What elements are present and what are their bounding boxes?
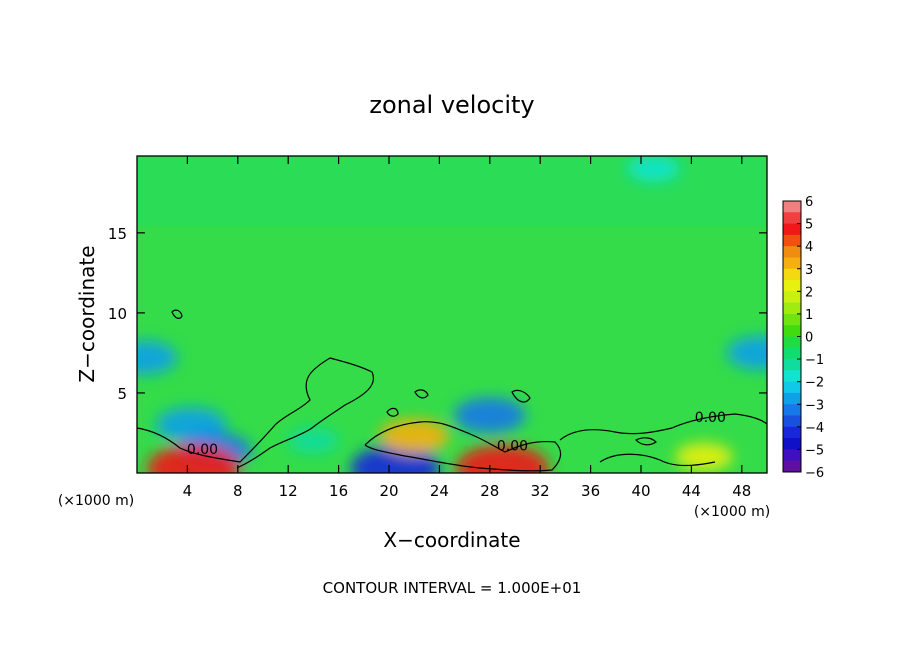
zero-contour-island-4: [386, 407, 399, 417]
colorbar-label-8: −2: [805, 376, 824, 391]
field-minimum-0: [137, 340, 178, 375]
x-tick-label-4: 4: [183, 482, 193, 500]
x-tick-label-32: 32: [531, 482, 550, 500]
x-tick-label-8: 8: [233, 482, 243, 500]
contour-interval-note: CONTOUR INTERVAL = 1.000E+01: [323, 579, 582, 597]
x-tick-label-48: 48: [732, 482, 751, 500]
colorbar-swatch-18: [783, 404, 801, 416]
x-tick-label-36: 36: [581, 482, 600, 500]
colorbar-swatch-10: [783, 313, 801, 326]
colorbar-swatch-8: [783, 291, 801, 304]
contour-label-0: 0.00: [187, 442, 218, 458]
colorbar-swatch-7: [783, 280, 801, 292]
y-tick-label-10: 10: [108, 305, 127, 323]
x-tick-label-28: 28: [480, 482, 499, 500]
colorbar-label-11: −5: [805, 443, 824, 458]
zero-contour-island-5: [634, 437, 657, 446]
colorbar-label-6: 0: [805, 331, 813, 346]
colorbar-label-9: −3: [805, 398, 824, 413]
field-maximum-9: [379, 418, 450, 454]
x-tick-label-16: 16: [329, 482, 348, 500]
field-minimum-1: [726, 335, 767, 370]
field-maximum-10: [675, 442, 733, 472]
zero-contour-right: [559, 413, 767, 467]
x-unit-left: (×1000 m): [58, 493, 134, 509]
colorbar-label-12: −6: [805, 466, 824, 481]
field-minimum-11: [287, 428, 339, 454]
colorbar-swatch-14: [783, 359, 801, 371]
zero-contour-island-2: [511, 389, 531, 403]
x-axis-label: X−coordinate: [383, 528, 520, 552]
field-minimum-6: [627, 156, 680, 182]
zero-contour-center: [364, 421, 562, 472]
colorbar-swatch-9: [783, 302, 801, 315]
colorbar-swatch-3: [783, 234, 801, 247]
colorbar-swatch-16: [783, 381, 801, 394]
colorbar-label-1: 5: [805, 218, 813, 233]
contour-label-2: 0.00: [695, 410, 726, 426]
y-tick-label-5: 5: [117, 385, 127, 403]
colorbar-swatch-20: [783, 426, 801, 439]
colorbar-swatch-0: [783, 201, 801, 213]
y-tick-label-15: 15: [108, 225, 127, 243]
y-axis-label: Z−coordinate: [75, 245, 99, 382]
colorbar-label-4: 2: [805, 285, 813, 300]
plot-area: 0.00 0.000.00 4 8 12 16 20 24 28 32 36 40 44 48 5101…: [108, 155, 768, 500]
colorbar-swatch-4: [783, 246, 801, 258]
colorbar-swatch-1: [783, 212, 801, 224]
colorbar-swatch-11: [783, 325, 801, 337]
x-tick-label-44: 44: [682, 482, 701, 500]
field-maximum-8: [455, 444, 550, 473]
colorbar: 6 5 4 3 2 1 0 −1 −2 −3 −4 −5 −6: [782, 195, 824, 481]
colorbar-swatch-5: [783, 257, 801, 270]
field-maximum-7: [146, 444, 241, 473]
colorbar-swatch-12: [783, 336, 801, 349]
colorbar-swatch-22: [783, 449, 801, 462]
x-tick-label-24: 24: [430, 482, 449, 500]
chart-title: zonal velocity: [369, 91, 534, 119]
colorbar-label-0: 6: [805, 195, 813, 210]
colorbar-label-2: 4: [805, 240, 813, 255]
x-tick-label-12: 12: [279, 482, 298, 500]
colorbar-swatch-13: [783, 347, 801, 360]
contour-label-1: 0.00: [497, 439, 528, 455]
colorbar-swatch-19: [783, 415, 801, 428]
colorbar-swatch-21: [783, 438, 801, 450]
colorbar-label-10: −4: [805, 421, 824, 436]
zero-contour-left: [137, 357, 374, 469]
colorbar-label-5: 1: [805, 308, 813, 323]
x-tick-label-40: 40: [631, 482, 650, 500]
colorbar-label-7: −1: [805, 353, 824, 368]
zero-contour-island-3: [414, 389, 429, 399]
colorbar-swatch-6: [783, 268, 801, 281]
colorbar-swatch-15: [783, 370, 801, 383]
x-tick-label-20: 20: [379, 482, 398, 500]
x-unit-right: (×1000 m): [694, 504, 770, 520]
field-minimum-4: [453, 397, 526, 434]
colorbar-label-3: 3: [805, 263, 813, 278]
colorbar-swatch-17: [783, 392, 801, 405]
zero-contour-island-1: [171, 309, 183, 319]
plot-frame: [136, 155, 768, 474]
colorbar-swatch-23: [783, 460, 801, 473]
colorbar-swatch-2: [783, 223, 801, 236]
